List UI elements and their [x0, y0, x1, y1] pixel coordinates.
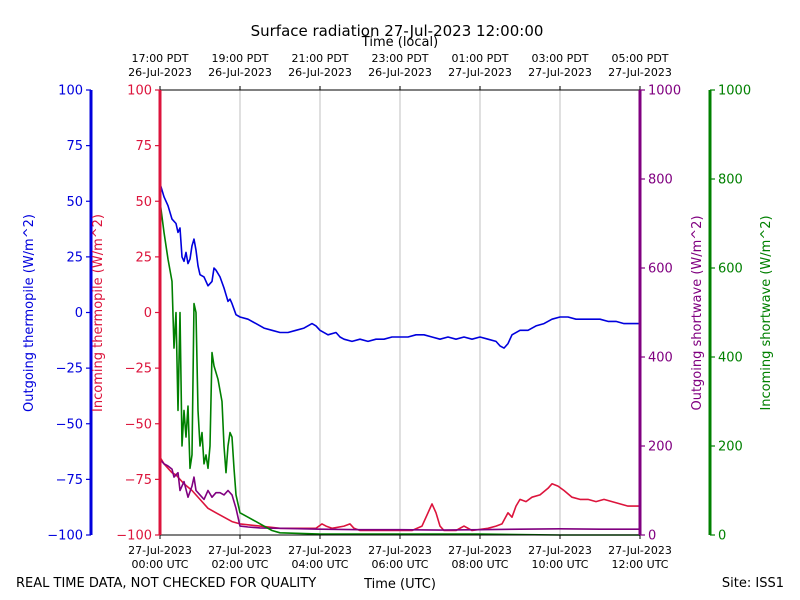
y-tick-label: 600	[648, 262, 673, 277]
x-tick-label-local-time: 19:00 PDT	[211, 52, 268, 65]
grid	[239, 90, 561, 535]
x-tick-label-local-time: 17:00 PDT	[131, 52, 188, 65]
series-line-outgoing-shortwave	[159, 458, 640, 531]
y-tick-label: 200	[648, 440, 673, 455]
x-tick-label-local-date: 26-Jul-2023	[368, 66, 432, 79]
outgoing-thermopile-axis-label: Outgoing thermopile (W/m^2)	[22, 214, 37, 412]
x-tick-label-utc-time: 06:00 UTC	[371, 558, 428, 571]
x-tick-label-local-date: 27-Jul-2023	[608, 66, 672, 79]
x-tick-label-local-date: 27-Jul-2023	[528, 66, 592, 79]
y-tick-label: 100	[127, 84, 152, 99]
y-tick-label: 0	[75, 306, 83, 321]
y-tick-label: 25	[135, 250, 152, 265]
y-tick-label: −100	[116, 529, 152, 544]
y-tick-label: −25	[56, 362, 83, 377]
x-tick-label-local-time: 01:00 PDT	[451, 52, 508, 65]
incoming-shortwave-axis-label: Incoming shortwave (W/m^2)	[759, 215, 774, 410]
y-tick-label: −100	[47, 529, 83, 544]
x-tick-label-utc-date: 27-Jul-2023	[448, 544, 512, 557]
x-tick-label-utc-time: 02:00 UTC	[211, 558, 268, 571]
y-tick-label: 800	[648, 173, 673, 188]
x-tick-label-local-time: 03:00 PDT	[531, 52, 588, 65]
x-tick-label-utc-date: 27-Jul-2023	[368, 544, 432, 557]
x-tick-label-utc-date: 27-Jul-2023	[608, 544, 672, 557]
y-tick-label: 75	[135, 139, 152, 154]
bottom-axis-label: Time (UTC)	[363, 577, 436, 592]
x-tick-label-utc-date: 27-Jul-2023	[208, 544, 272, 557]
y-tick-label: 1000	[648, 84, 681, 99]
x-tick-label-local-time: 23:00 PDT	[371, 52, 428, 65]
chart-title: Surface radiation 27-Jul-2023 12:00:00	[251, 22, 544, 40]
y-tick-label: −75	[56, 473, 83, 488]
top-axis-label: Time (local)	[361, 35, 438, 50]
x-tick-label-utc-date: 27-Jul-2023	[288, 544, 352, 557]
y-tick-label: 100	[58, 84, 83, 99]
y-tick-label: 600	[718, 262, 743, 277]
y-tick-label: 1000	[718, 84, 751, 99]
y-tick-label: 200	[718, 440, 743, 455]
y-tick-label: −25	[125, 362, 152, 377]
y-tick-label: 800	[718, 173, 743, 188]
footer-quality-note: REAL TIME DATA, NOT CHECKED FOR QUALITY	[16, 576, 316, 591]
series-line-incoming-thermopile	[159, 456, 640, 532]
incoming-thermopile-axis-label: Incoming thermopile (W/m^2)	[91, 214, 106, 412]
series-line-outgoing-thermopile	[159, 183, 640, 349]
y-tick-label: −50	[125, 417, 152, 432]
x-tick-label-utc-time: 10:00 UTC	[531, 558, 588, 571]
x-tick-label-local-time: 05:00 PDT	[611, 52, 668, 65]
y-tick-label: 400	[648, 351, 673, 366]
x-tick-label-utc-time: 04:00 UTC	[291, 558, 348, 571]
y-tick-label: 75	[66, 139, 83, 154]
x-tick-label-utc-time: 08:00 UTC	[451, 558, 508, 571]
x-tick-label-utc-time: 12:00 UTC	[611, 558, 668, 571]
outgoing-shortwave-axis-label: Outgoing shortwave (W/m^2)	[690, 215, 705, 410]
y-tick-label: 400	[718, 351, 743, 366]
x-tick-label-local-date: 26-Jul-2023	[128, 66, 192, 79]
y-tick-label: 0	[648, 529, 656, 544]
x-tick-label-local-time: 21:00 PDT	[291, 52, 348, 65]
x-tick-label-local-date: 27-Jul-2023	[448, 66, 512, 79]
series-group	[159, 183, 640, 536]
x-tick-label-utc-time: 00:00 UTC	[131, 558, 188, 571]
y-tick-label: 50	[66, 195, 83, 210]
x-tick-label-utc-date: 27-Jul-2023	[128, 544, 192, 557]
x-tick-label-local-date: 26-Jul-2023	[288, 66, 352, 79]
y-tick-label: −50	[56, 417, 83, 432]
y-tick-label: −75	[125, 473, 152, 488]
y-tick-label: 25	[66, 250, 83, 265]
y-tick-label: 50	[135, 195, 152, 210]
footer-site: Site: ISS1	[722, 576, 784, 591]
y-tick-label: 0	[718, 529, 726, 544]
x-tick-label-utc-date: 27-Jul-2023	[528, 544, 592, 557]
x-tick-label-local-date: 26-Jul-2023	[208, 66, 272, 79]
y-tick-label: 0	[144, 306, 152, 321]
series-line-incoming-shortwave	[159, 201, 640, 536]
